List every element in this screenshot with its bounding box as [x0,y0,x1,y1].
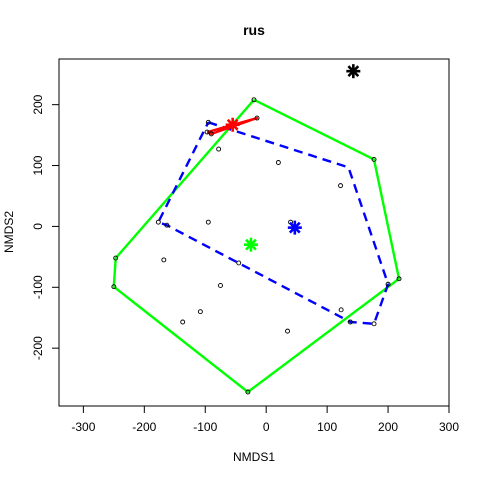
x-tick-label: 100 [317,420,337,434]
centroid-marker [346,64,360,78]
x-tick-label: 200 [378,420,398,434]
y-tick-label: 100 [31,155,45,175]
centroid-marker [288,221,302,235]
x-tick-label: -100 [193,420,217,434]
x-axis-label: NMDS1 [233,450,275,464]
y-axis-label: NMDS2 [2,211,16,253]
x-tick-label: 300 [439,420,459,434]
y-tick-label: -200 [31,336,45,360]
x-tick-label: -300 [71,420,95,434]
x-tick-label: -200 [132,420,156,434]
y-tick-label: -100 [31,275,45,299]
centroid-marker [226,118,240,132]
centroid-marker [244,238,258,252]
y-tick-label: 0 [31,223,45,230]
x-tick-label: 0 [263,420,270,434]
y-tick-label: 200 [31,94,45,114]
chart-title: rus [243,22,265,38]
